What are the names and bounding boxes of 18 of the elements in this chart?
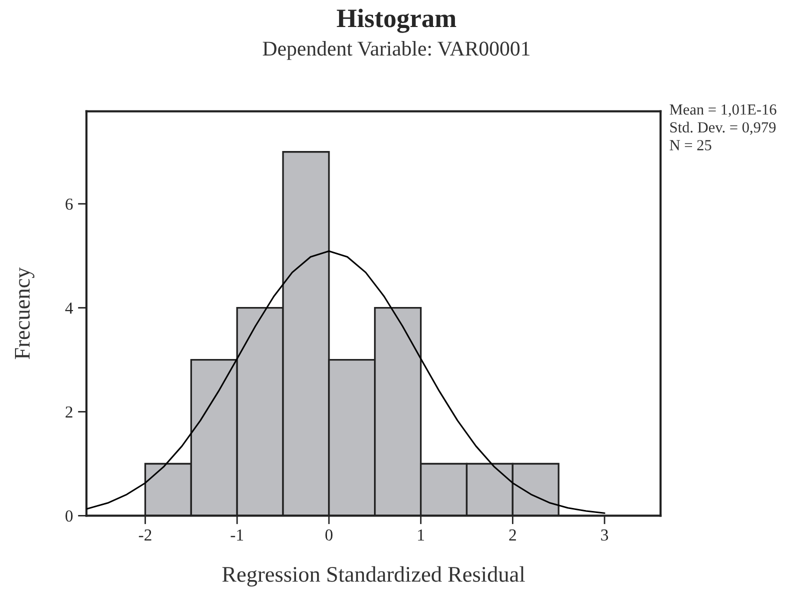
x-tick-label: 3 xyxy=(601,529,608,541)
text: N = 25 xyxy=(670,140,712,150)
x-tick-label: -2 xyxy=(138,529,152,540)
x-tick-label: 2 xyxy=(509,529,516,540)
x-tick-label: -1 xyxy=(230,529,244,540)
x-tick-label: 1 xyxy=(418,529,424,540)
text: Mean = 1,01E-16 xyxy=(670,104,776,117)
x-axis-title: Regression Standardized Residual xyxy=(222,566,525,586)
x-tick-label: 0 xyxy=(325,529,332,541)
y-tick-label: 4 xyxy=(65,302,73,314)
y-axis-title: Frecuency xyxy=(15,267,34,360)
chart-title: Histogram xyxy=(336,8,456,33)
line-series xyxy=(86,250,606,514)
y-tick-label: 6 xyxy=(66,198,73,210)
y-tick-label: 2 xyxy=(66,406,72,418)
chart-subtitle: Dependent Variable: VAR00001 xyxy=(262,41,530,60)
y-tick-label: 0 xyxy=(66,510,73,522)
text: Std. Dev. = 0,979 xyxy=(670,122,776,135)
